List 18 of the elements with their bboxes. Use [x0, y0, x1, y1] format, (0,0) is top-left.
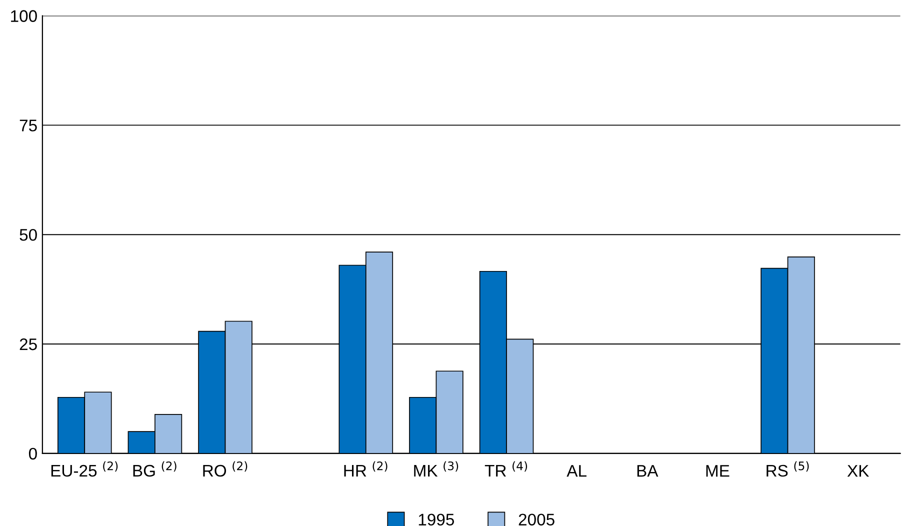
x-tick-label: BA [637, 465, 658, 477]
y-tick-label: 75 [20, 120, 37, 132]
x-tick-label: XK [847, 465, 870, 477]
y-tick-label: 100 [11, 10, 37, 22]
x-tick-label: RO $^{(2)}$ [203, 461, 248, 477]
y-tick-label: 50 [20, 228, 37, 241]
legend-label: 1995 [418, 514, 454, 526]
y-tick-label: 25 [20, 338, 37, 350]
x-tick-label: RS $^{(5)}$ [766, 461, 809, 477]
x-tick-label: MK $^{(3)}$ [414, 461, 458, 476]
legend-label: 2005 [518, 514, 554, 526]
x-tick-label: ME [706, 465, 730, 477]
x-tick-label: AL [566, 465, 586, 477]
x-tick-label: EU-25 $^{(2)}$ [51, 461, 118, 477]
x-tick-label: BG $^{(2)}$ [133, 461, 176, 477]
x-tick-label: HR $^{(2)}$ [344, 461, 388, 476]
x-tick-label: TR $^{(4)}$ [484, 461, 528, 476]
y-tick-label: 0 [28, 448, 37, 460]
